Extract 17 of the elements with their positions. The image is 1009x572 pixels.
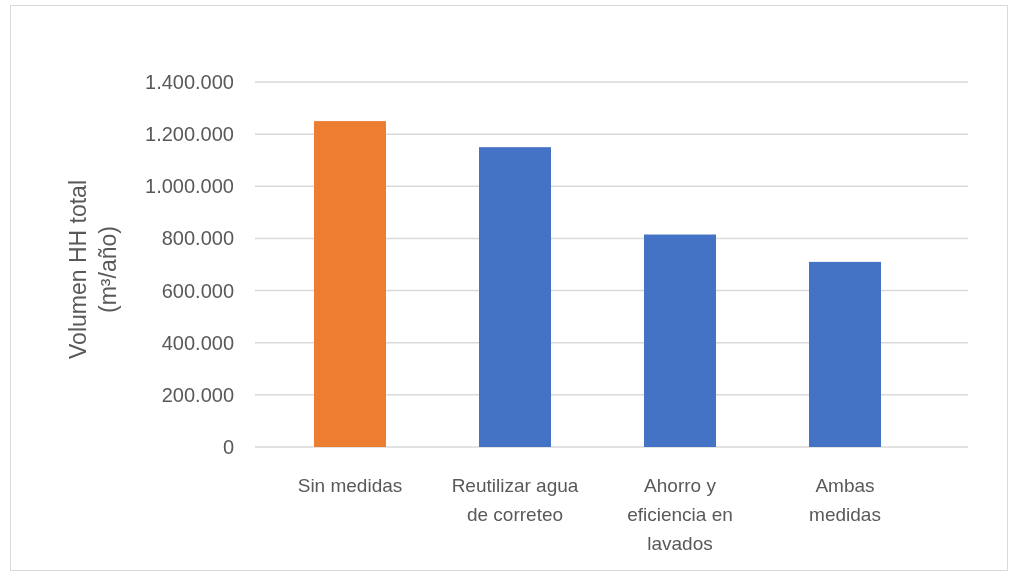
y-tick-label: 1.400.000 <box>145 71 234 93</box>
x-tick-label: Reutilizar agua de correteo <box>451 475 579 525</box>
y-axis-title: Volumen HH total (m³/año) <box>65 180 122 359</box>
y-tick-label: 800.000 <box>161 227 234 250</box>
bar <box>809 261 881 447</box>
bar <box>479 147 551 447</box>
bar <box>644 234 716 447</box>
y-tick-label: 600.000 <box>161 279 234 302</box>
y-tick-label: 1.000.000 <box>145 175 234 198</box>
y-tick-label: 0 <box>222 436 234 458</box>
x-tick-label: Ahorro y eficiencia en lavados <box>627 475 733 554</box>
x-tick-label: Sin medidas <box>297 475 403 496</box>
bar <box>314 121 386 447</box>
y-tick-label: 400.000 <box>161 331 234 354</box>
y-tick-label: 1.200.000 <box>145 123 234 146</box>
y-tick-label: 200.000 <box>161 383 234 406</box>
x-tick-label: Ambas medidas <box>809 475 881 525</box>
